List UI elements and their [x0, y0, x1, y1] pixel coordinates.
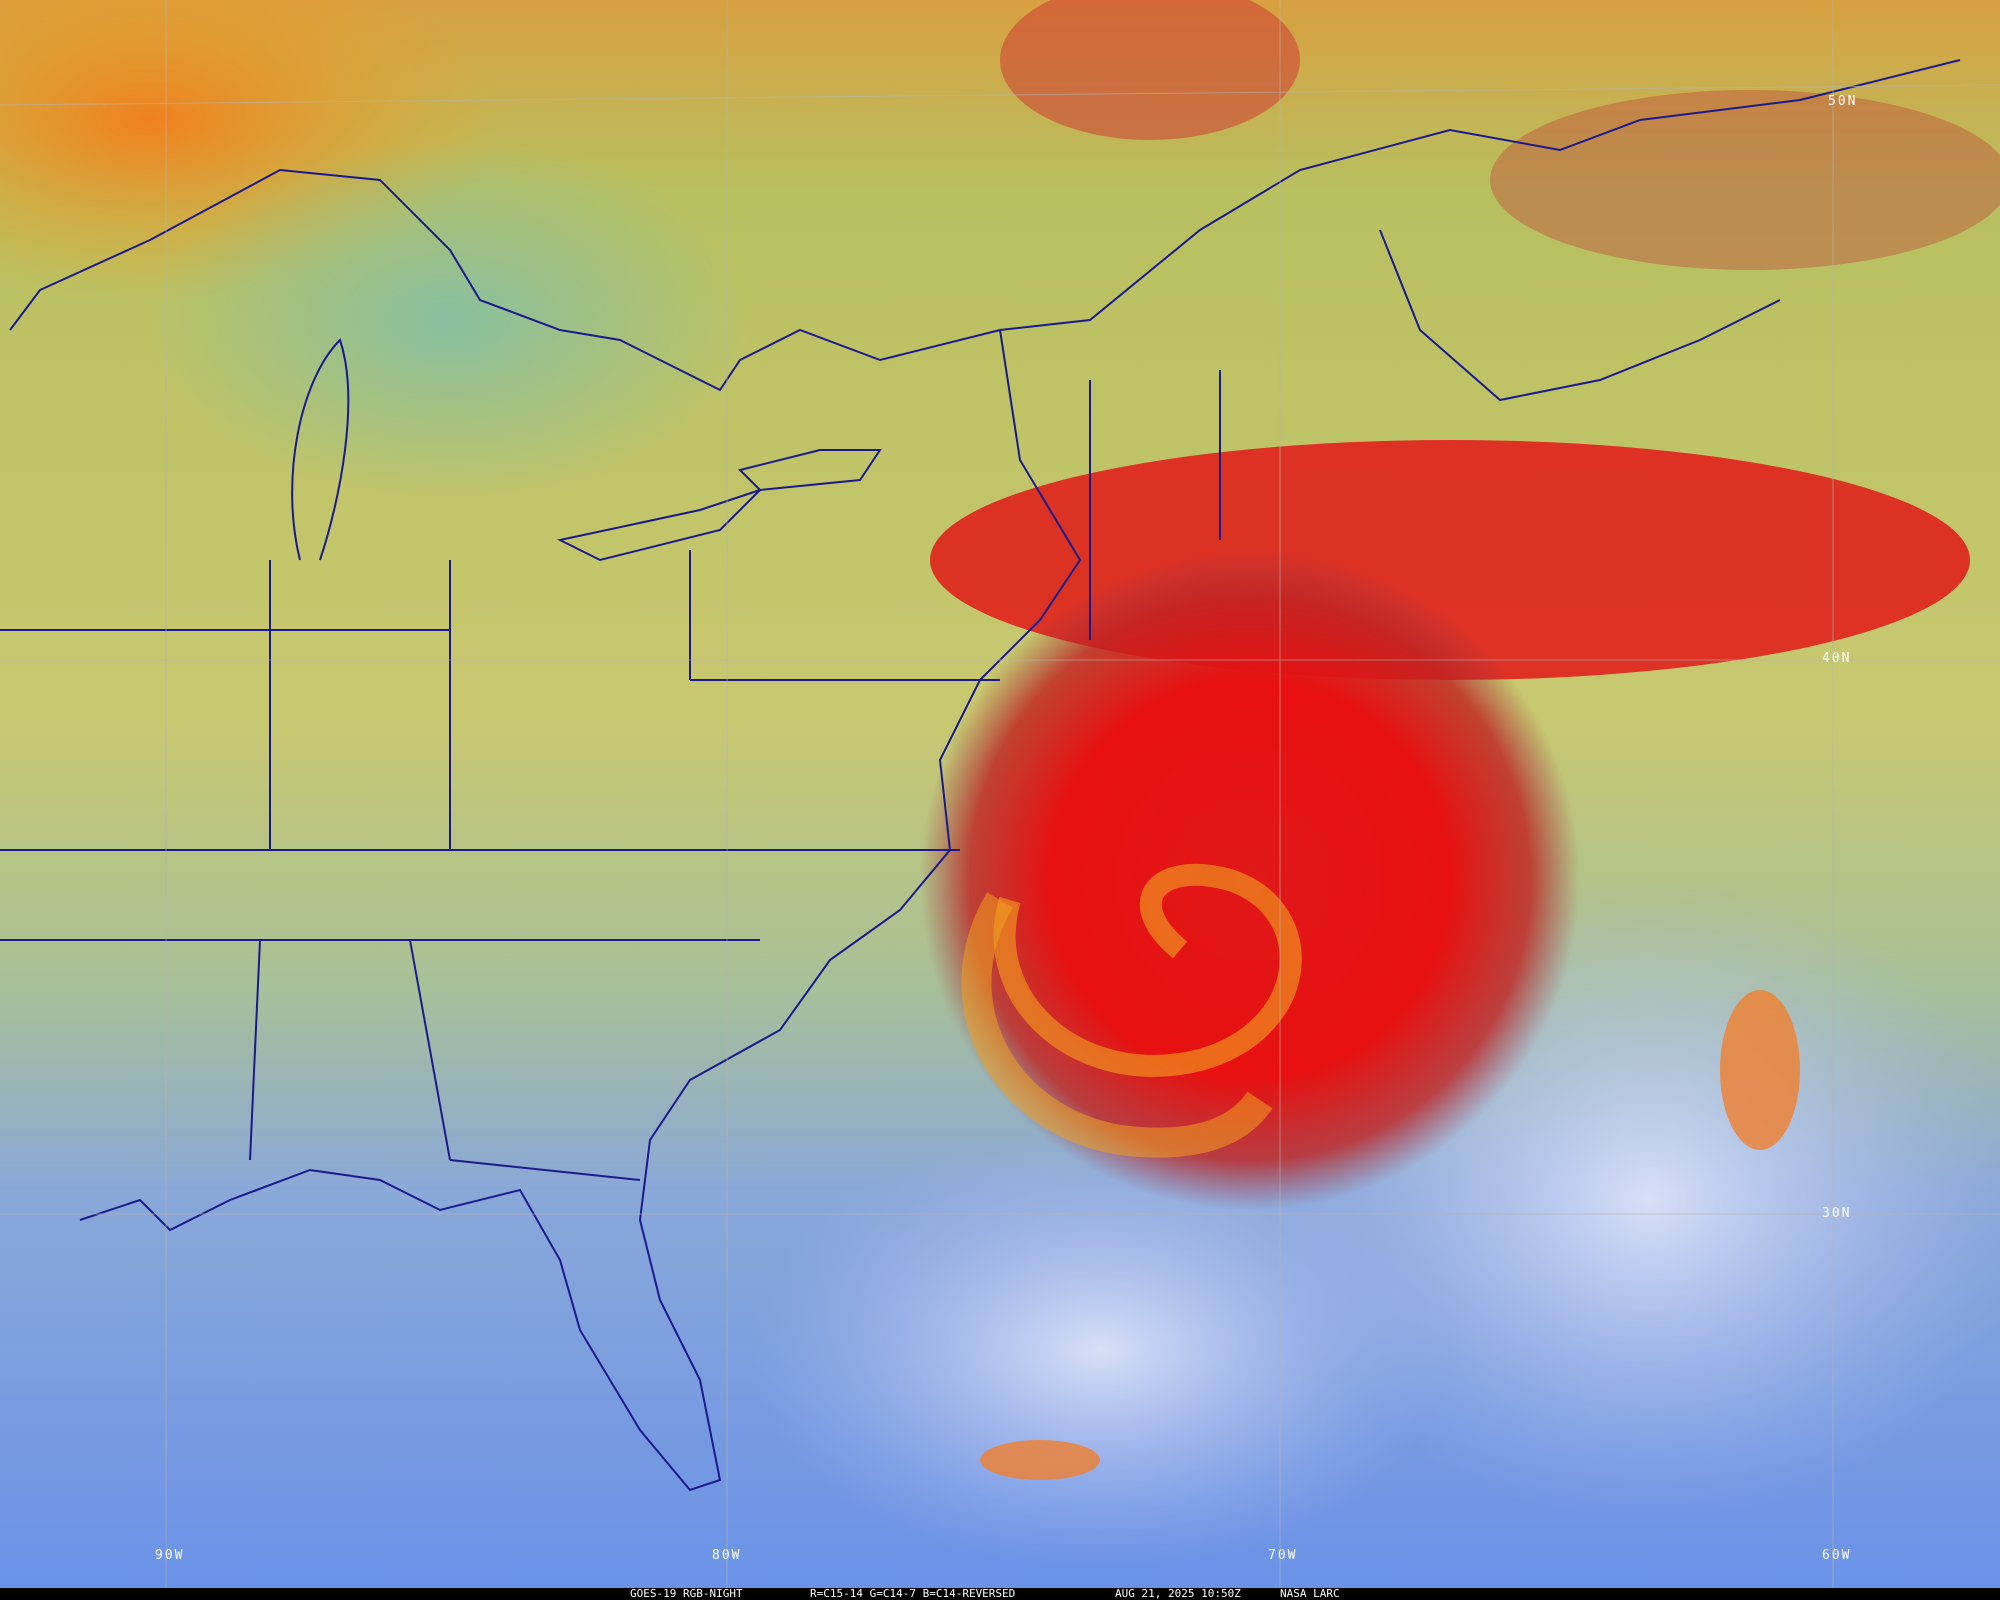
lon-label-90w: 90W [155, 1548, 185, 1563]
state-borders [0, 370, 1221, 1181]
caption-source: NASA LARC [1280, 1587, 1340, 1600]
image-caption-bar: GOES-19 RGB-NIGHT R=C15-14 G=C14-7 B=C14… [0, 1588, 2000, 1600]
coastline-east [79, 329, 1082, 1492]
cloud-northeast [1490, 90, 2000, 270]
convection-cell [1720, 990, 1800, 1150]
caption-channels: R=C15-14 G=C14-7 B=C14-REVERSED [810, 1587, 1016, 1600]
caption-datetime: AUG 21, 2025 10:50Z [1115, 1587, 1241, 1600]
lake-erie [557, 489, 761, 562]
convection-cell [980, 1440, 1100, 1480]
grid-line-50n [0, 84, 2000, 106]
lat-label-40n: 40N [1822, 651, 1852, 666]
lakes-region [150, 140, 750, 500]
coastline-north [9, 59, 1961, 392]
hurricane-rainband [961, 892, 1273, 1158]
hurricane-spiral-band [993, 863, 1302, 1077]
canada-maritimes-coast [1379, 229, 1781, 402]
caption-satellite: GOES-19 RGB-NIGHT [630, 1587, 743, 1600]
lon-label-80w: 80W [712, 1548, 742, 1563]
lon-label-70w: 70W [1268, 1548, 1298, 1563]
cloud-north [1000, 0, 1300, 140]
lat-label-30n: 30N [1822, 1206, 1852, 1221]
lake-ontario [738, 449, 882, 492]
lat-label-50n: 50N [1828, 94, 1858, 109]
lake-michigan [291, 338, 350, 561]
cloud-south [750, 1130, 1450, 1570]
political-boundaries [0, 59, 1961, 1492]
lon-label-60w: 60W [1822, 1548, 1852, 1563]
